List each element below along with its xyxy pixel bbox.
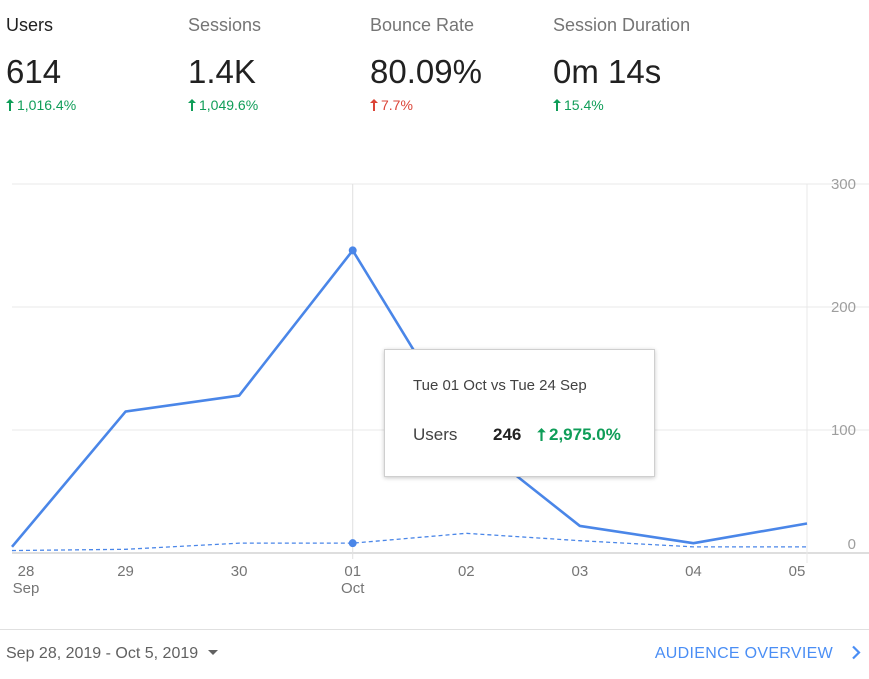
x-tick-sublabel: Sep xyxy=(13,580,40,597)
x-tick-label: 30 xyxy=(231,563,248,580)
metric-bounce-rate[interactable]: Bounce Rate 80.09% 7.7% xyxy=(370,14,482,114)
x-tick-label: 28 xyxy=(18,563,35,580)
x-tick-label: 02 xyxy=(458,563,475,580)
x-tick-label: 05 xyxy=(789,563,806,580)
x-tick-label: 01 xyxy=(344,563,361,580)
x-tick-label: 29 xyxy=(117,563,134,580)
metric-sessions[interactable]: Sessions 1.4K 1,049.6% xyxy=(188,14,261,114)
metric-value: 614 xyxy=(6,53,62,90)
metric-label: Bounce Rate xyxy=(370,15,475,35)
arrow-up-icon xyxy=(553,99,561,111)
metric-label: Sessions xyxy=(188,15,262,35)
arrow-up-icon xyxy=(537,428,546,441)
caret-down-icon xyxy=(208,650,219,655)
data-point-current xyxy=(348,246,357,255)
metric-change-value: 15.4% xyxy=(564,97,604,113)
arrow-up-icon xyxy=(370,99,378,111)
tooltip-row: Users 246 2,975.0% xyxy=(413,425,621,445)
metric-change-value: 1,049.6% xyxy=(199,97,259,113)
audience-overview-label: AUDIENCE OVERVIEW xyxy=(654,645,833,662)
y-tick-label: 200 xyxy=(831,299,856,316)
audience-overview-link[interactable]: AUDIENCE OVERVIEW xyxy=(655,645,861,663)
data-point-previous xyxy=(348,539,357,548)
x-tick-label: 03 xyxy=(572,563,589,580)
date-range-label: Sep 28, 2019 - Oct 5, 2019 xyxy=(6,645,199,662)
metric-label: Session Duration xyxy=(553,15,691,35)
tooltip-change: 2,975.0% xyxy=(537,425,621,445)
metric-session-duration[interactable]: Session Duration 0m 14s 15.4% xyxy=(553,14,690,114)
date-range-selector[interactable]: Sep 28, 2019 - Oct 5, 2019 xyxy=(6,645,219,663)
metrics-row: Users 614 1,016.4% Sessions 1.4K 1,049.6… xyxy=(0,0,869,130)
footer-divider xyxy=(0,629,869,630)
metric-value: 1.4K xyxy=(188,53,256,90)
metric-users[interactable]: Users 614 1,016.4% xyxy=(6,14,76,114)
x-tick-label: 04 xyxy=(685,563,702,580)
x-tick-sublabel: Oct xyxy=(341,580,365,597)
series-line-current xyxy=(11,249,808,548)
tooltip-label: Users xyxy=(413,425,458,444)
metric-change: 15.4% xyxy=(553,96,690,114)
metric-change: 1,016.4% xyxy=(6,96,76,114)
arrow-up-icon xyxy=(188,99,196,111)
metric-change-value: 1,016.4% xyxy=(17,97,77,113)
arrow-up-icon xyxy=(6,99,14,111)
tooltip-value: 246 xyxy=(493,425,522,444)
metric-change-value: 7.7% xyxy=(381,97,413,113)
tooltip-change-value: 2,975.0% xyxy=(549,425,621,444)
tooltip-title: Tue 01 Oct vs Tue 24 Sep xyxy=(413,377,587,394)
chevron-right-icon xyxy=(852,645,861,660)
metric-value: 80.09% xyxy=(370,53,482,90)
y-tick-label: 0 xyxy=(848,536,856,553)
y-tick-label: 100 xyxy=(831,422,856,439)
y-tick-label: 300 xyxy=(831,176,856,193)
chart-tooltip: Tue 01 Oct vs Tue 24 Sep Users 246 2,975… xyxy=(384,349,655,477)
metric-label: Users xyxy=(6,15,54,35)
metric-change: 7.7% xyxy=(370,96,482,114)
metric-change: 1,049.6% xyxy=(188,96,261,114)
metric-value: 0m 14s xyxy=(553,53,662,90)
